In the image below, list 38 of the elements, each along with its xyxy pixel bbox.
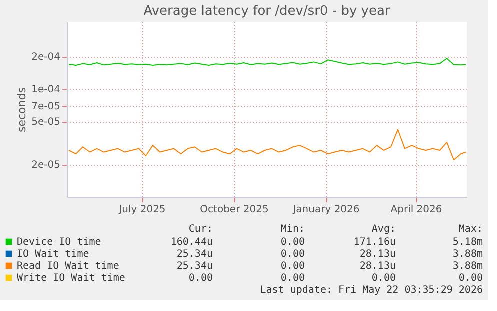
text: 25.34u (176, 249, 213, 260)
legend-label: Device IO time (17, 237, 102, 248)
text: 5.18m (452, 237, 483, 248)
text: Avg: (372, 224, 396, 235)
x-tick-label: April 2026 (390, 204, 442, 216)
y-tick-label: 1e-04 (32, 84, 60, 96)
text: 0.00 (280, 261, 305, 272)
legend-label: Read IO Wait time (17, 261, 120, 272)
text: 3.88m (452, 249, 483, 260)
text: Max: (458, 224, 483, 235)
x-tick-label: July 2025 (118, 204, 166, 216)
y-tick-label: 2e-04 (32, 52, 60, 64)
line-series (68, 129, 466, 161)
x-tick-label: January 2026 (292, 204, 360, 216)
text: 28.13u (360, 261, 396, 272)
text: 3.88m (452, 261, 483, 272)
text: 0.00 (372, 273, 396, 284)
chart-title: Average latency for /dev/sr0 - by year (144, 4, 391, 19)
text: 28.13u (360, 249, 396, 260)
text: 0.00 (188, 273, 213, 284)
legend-label: Write IO Wait time (17, 273, 126, 284)
text: 0.00 (280, 237, 305, 248)
text: 160.44u (170, 237, 213, 248)
legend-label: IO Wait time (17, 249, 90, 260)
text: 25.34u (176, 261, 213, 272)
text: 0.00 (458, 273, 483, 284)
text: 0.00 (280, 273, 305, 284)
text: Cur: (188, 224, 213, 235)
y-tick-label: 5e-05 (32, 117, 60, 128)
x-tick-label: October 2025 (200, 204, 269, 216)
text: 0.00 (280, 249, 305, 260)
line-series (68, 58, 466, 66)
y-tick-label: 2e-05 (32, 160, 60, 172)
text: Last update: Fri May 22 03:35:29 2026 (260, 285, 483, 296)
text: Min: (280, 224, 305, 235)
y-axis-title: seconds (16, 87, 29, 132)
y-tick-label: 7e-05 (32, 101, 60, 112)
text: 171.16u (354, 237, 396, 248)
